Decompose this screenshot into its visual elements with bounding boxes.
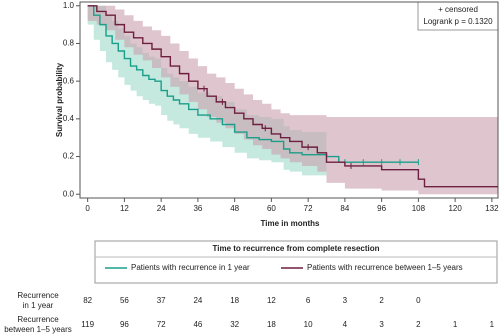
y-tick-label: 0.2 [63, 152, 75, 161]
x-tick-label: 48 [230, 204, 239, 213]
risk-count: 24 [193, 296, 202, 305]
risk-count: 56 [120, 296, 129, 305]
legend-box [94, 240, 498, 284]
risk-count: 2 [416, 320, 421, 329]
annotation: + censored [438, 5, 478, 14]
risk-count: 96 [120, 320, 129, 329]
legend-title: Time to recurrence from complete resecti… [212, 244, 379, 253]
x-tick-label: 132 [485, 204, 499, 213]
plot-frame [79, 1, 499, 199]
x-tick-label: 36 [193, 204, 202, 213]
risk-count: 18 [230, 296, 239, 305]
legend-label: Patients with recurrence between 1–5 yea… [307, 263, 463, 272]
risk-count: 6 [306, 296, 311, 305]
risk-row-label: between 1–5 years [4, 325, 72, 334]
x-tick-label: 120 [448, 204, 462, 213]
risk-count: 0 [416, 296, 421, 305]
risk-count: 82 [83, 296, 92, 305]
y-tick-label: 0.0 [63, 189, 75, 198]
risk-count: 4 [343, 320, 348, 329]
risk-count: 72 [157, 320, 166, 329]
y-tick-label: 0.8 [63, 39, 75, 48]
legend-label: Patients with recurrence in 1 year [131, 263, 250, 272]
survival-curve [87, 5, 498, 188]
risk-count: 1 [490, 320, 495, 329]
risk-count: 46 [193, 320, 202, 329]
survival-curve [87, 5, 419, 163]
x-tick-label: 12 [120, 204, 129, 213]
risk-count: 119 [81, 320, 94, 329]
x-axis-label: Time in months [261, 219, 321, 228]
risk-count: 1 [453, 320, 458, 329]
x-tick-label: 108 [412, 204, 426, 213]
risk-count: 18 [267, 320, 276, 329]
x-tick-label: 72 [304, 204, 313, 213]
y-tick-label: 0.4 [63, 114, 75, 123]
risk-count: 37 [157, 296, 166, 305]
x-tick-label: 60 [267, 204, 276, 213]
risk-row-label: Recurrence [17, 315, 59, 324]
risk-count: 32 [230, 320, 239, 329]
x-tick-label: 96 [377, 204, 386, 213]
risk-count: 3 [343, 296, 348, 305]
risk-row-label: Recurrence [17, 291, 59, 300]
annotation-box [417, 1, 499, 31]
risk-count: 12 [267, 296, 276, 305]
risk-count: 10 [304, 320, 313, 329]
x-tick-label: 24 [157, 204, 166, 213]
annotation: Logrank p = 0.1320 [423, 17, 493, 26]
y-axis-label: Survival probability [55, 62, 64, 137]
x-tick-label: 84 [340, 204, 349, 213]
risk-row-label: in 1 year [23, 301, 54, 310]
y-tick-label: 0.6 [63, 76, 75, 85]
risk-count: 2 [379, 296, 384, 305]
x-tick-label: 0 [85, 204, 90, 213]
confidence-band [87, 5, 499, 195]
y-tick-label: 1.0 [63, 1, 75, 10]
risk-count: 3 [379, 320, 384, 329]
